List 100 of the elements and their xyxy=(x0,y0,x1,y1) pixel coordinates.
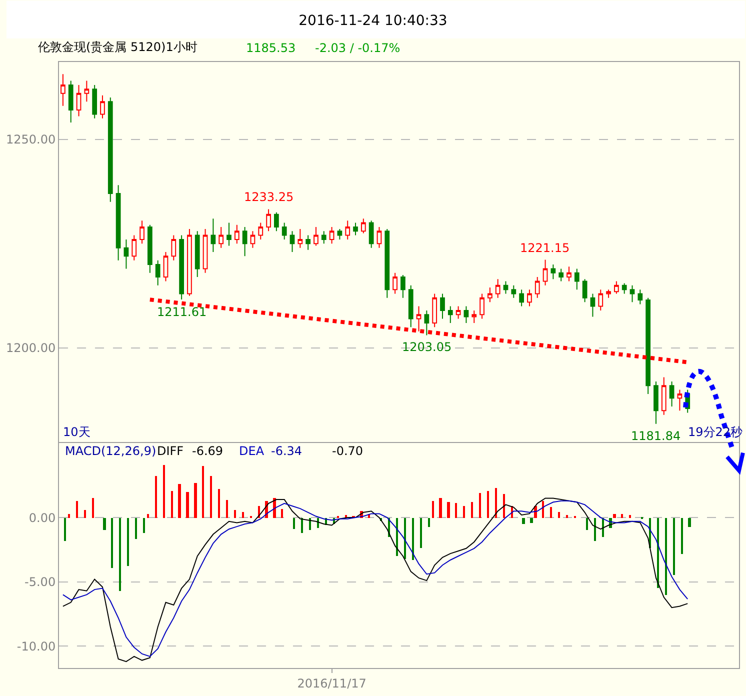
bar xyxy=(447,502,450,518)
candlestick xyxy=(226,222,232,246)
y-tick-label: -10.00 xyxy=(16,639,56,654)
bar xyxy=(317,518,319,528)
candlestick xyxy=(274,212,279,232)
candlestick xyxy=(566,266,572,282)
bar xyxy=(487,490,489,518)
candlestick xyxy=(558,268,564,282)
bar xyxy=(404,518,406,559)
bar xyxy=(479,492,481,518)
candlestick xyxy=(472,310,477,324)
bar xyxy=(681,518,683,554)
text: DIFF xyxy=(157,444,184,458)
candlestick xyxy=(519,289,524,307)
bar xyxy=(309,518,311,530)
candlestick xyxy=(258,222,264,240)
candlestick xyxy=(155,260,160,286)
candlestick xyxy=(527,289,532,307)
bar xyxy=(621,514,623,518)
bar xyxy=(463,506,465,518)
candlestick xyxy=(550,264,556,280)
candlestick xyxy=(298,228,303,248)
annotation: MACD(12,26,9) xyxy=(65,444,156,458)
candlestick xyxy=(179,234,184,300)
x-tick-label: 2016/11/17 xyxy=(297,676,366,690)
candlestick xyxy=(646,297,651,394)
bar xyxy=(396,518,398,556)
bar xyxy=(147,514,149,518)
bar xyxy=(495,488,497,518)
candlestick xyxy=(654,380,658,424)
annotation: 1181.84 xyxy=(631,429,681,443)
candlestick xyxy=(218,226,224,248)
bar xyxy=(163,464,165,518)
bar xyxy=(594,518,596,541)
bar xyxy=(68,514,70,518)
y-tick-label: 0.00 xyxy=(28,510,56,525)
candlestick xyxy=(290,230,295,252)
candlestick xyxy=(242,226,248,257)
candlestick xyxy=(116,184,121,261)
candlestick xyxy=(266,208,271,232)
text: 1185.53 xyxy=(246,41,296,55)
bar xyxy=(293,518,295,529)
candlestick xyxy=(100,94,105,119)
candlestick xyxy=(329,226,334,244)
bar xyxy=(76,500,78,518)
bar xyxy=(218,488,220,518)
bar xyxy=(558,512,560,518)
candlestick xyxy=(92,84,98,119)
candlestick xyxy=(171,234,176,261)
annotation: -0.70 xyxy=(332,444,364,458)
candlestick xyxy=(400,274,406,298)
candlestick xyxy=(606,289,611,298)
bar xyxy=(412,518,414,560)
bar xyxy=(665,518,667,595)
bar xyxy=(542,500,544,518)
candlestick xyxy=(76,84,82,117)
candlestick xyxy=(669,380,674,407)
candlestick xyxy=(147,224,152,274)
bar xyxy=(530,518,533,523)
candlestick xyxy=(456,306,461,320)
candlestick xyxy=(187,228,192,296)
candlestick xyxy=(314,226,318,246)
y-tick-label: -5.00 xyxy=(24,575,56,590)
bar xyxy=(143,518,145,533)
candlestick xyxy=(140,220,144,244)
annotation: 1233.25 xyxy=(244,190,294,204)
candlestick xyxy=(376,226,382,248)
bar xyxy=(420,518,422,548)
bar xyxy=(428,518,430,527)
text: DEA xyxy=(239,444,265,458)
annotation: 19分22秒 xyxy=(688,425,743,439)
annotation: 10天 xyxy=(63,425,90,439)
candlestick xyxy=(68,80,74,124)
candlestick xyxy=(194,230,200,278)
y-tick-label: 1200.00 xyxy=(6,341,56,356)
bar xyxy=(242,512,244,518)
candlestick xyxy=(345,220,350,240)
candlestick xyxy=(210,218,216,252)
candlestick xyxy=(574,268,580,290)
candlestick xyxy=(416,306,422,332)
bar xyxy=(64,518,66,541)
candlestick xyxy=(511,284,516,298)
bar xyxy=(550,506,552,518)
bar xyxy=(522,518,525,524)
candlestick xyxy=(440,293,445,320)
bar xyxy=(432,500,434,518)
bar xyxy=(657,518,659,588)
candlestick xyxy=(582,278,588,303)
bar xyxy=(119,518,121,591)
candlestick xyxy=(464,306,469,324)
bar xyxy=(127,518,129,566)
candlestick xyxy=(480,293,484,320)
bar xyxy=(629,514,631,518)
candlestick xyxy=(448,306,453,324)
bar xyxy=(586,518,588,530)
annotation: 1221.15 xyxy=(520,241,570,255)
annotation: -6.69 xyxy=(192,444,224,458)
bar xyxy=(111,518,113,568)
candlestick xyxy=(353,222,358,236)
candlestick xyxy=(424,310,430,336)
